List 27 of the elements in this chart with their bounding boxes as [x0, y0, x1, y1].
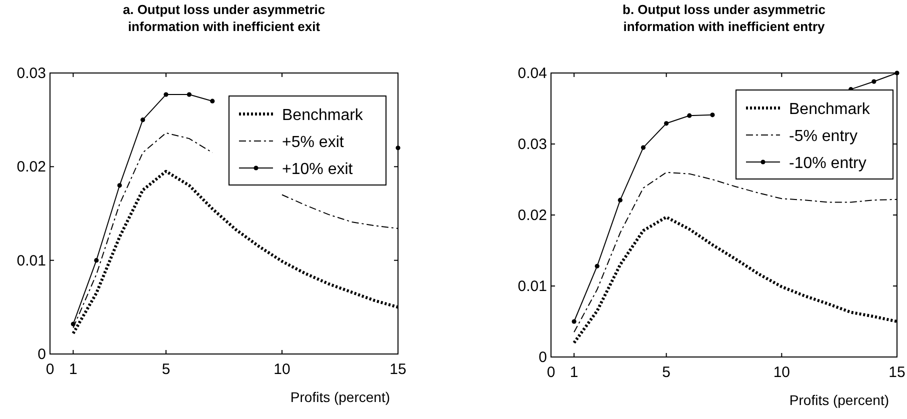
- x-tick-label: 5: [162, 361, 170, 378]
- y-tick-label: 0: [38, 346, 46, 363]
- chart-title: a. Output loss under asymmetric information with inefficient exit: [122, 2, 326, 34]
- x-tick-label: 5: [662, 364, 671, 381]
- legend-label: +10% exit: [282, 161, 354, 178]
- y-tick-label: 0.01: [518, 278, 547, 295]
- x-axis-title: Profits (percent): [290, 389, 390, 405]
- legend-label: -5% entry: [789, 128, 858, 145]
- legend-label: Benchmark: [789, 101, 871, 118]
- y-tick-label: 0.04: [518, 65, 547, 82]
- x-axis-title: Profits (percent): [789, 392, 889, 408]
- y-tick-label: 0.02: [16, 158, 46, 176]
- y-tick-label: 0.03: [518, 136, 547, 153]
- legend-label: Benchmark: [282, 107, 364, 124]
- y-tick-label: 0.02: [518, 207, 547, 224]
- y-tick-label: 0: [538, 349, 547, 366]
- y-tick-label: 0.01: [16, 252, 46, 270]
- x-tick-label: 15: [390, 361, 406, 378]
- legend-label: -10% entry: [789, 155, 866, 172]
- x-tick-label: 10: [274, 361, 290, 378]
- x-tick-label: 10: [773, 364, 790, 381]
- x-tick-label: 1: [69, 361, 78, 378]
- x-tick-label: 15: [888, 364, 906, 381]
- chart-title: b. Output loss under asymmetric information with inefficient entry: [622, 2, 826, 34]
- legend-label: +5% exit: [282, 134, 344, 151]
- y-tick-label: 0.03: [16, 65, 46, 82]
- x-tick-label: 1: [570, 364, 578, 381]
